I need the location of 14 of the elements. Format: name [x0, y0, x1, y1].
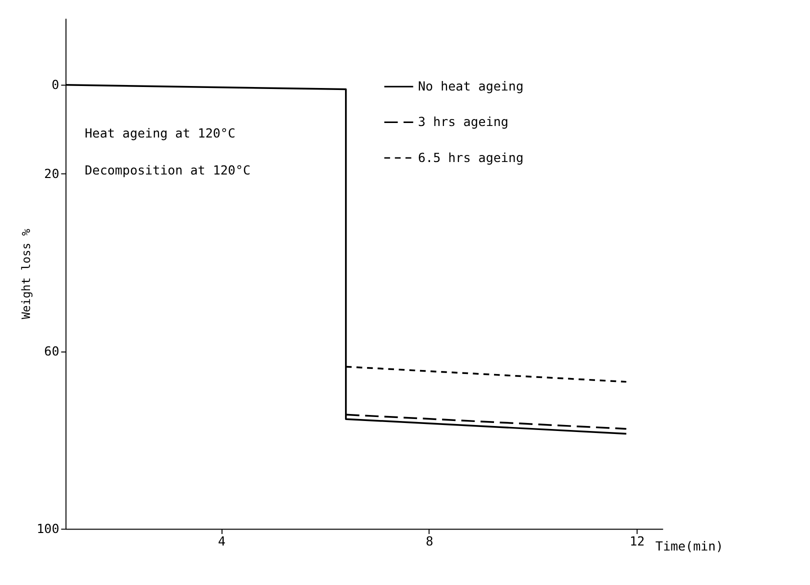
- annotation: Decomposition at 120°C: [84, 162, 251, 178]
- legend-label: No heat ageing: [418, 78, 524, 94]
- legend-label: 3 hrs ageing: [418, 114, 508, 130]
- legend-label: 6.5 hrs ageing: [418, 150, 524, 165]
- x-tick-label: 12: [630, 534, 645, 549]
- y-tick-label: 20: [44, 166, 60, 181]
- y-axis-title: Weight loss %: [18, 228, 33, 320]
- x-tick-label: 8: [426, 534, 434, 549]
- x-tick-label: 4: [218, 534, 226, 549]
- y-tick-label: 0: [52, 77, 60, 92]
- annotation: Heat ageing at 120°C: [84, 126, 236, 141]
- y-tick-label: 100: [36, 521, 60, 536]
- y-tick-label: 60: [44, 344, 60, 359]
- x-axis-title: Time(min): [655, 538, 724, 554]
